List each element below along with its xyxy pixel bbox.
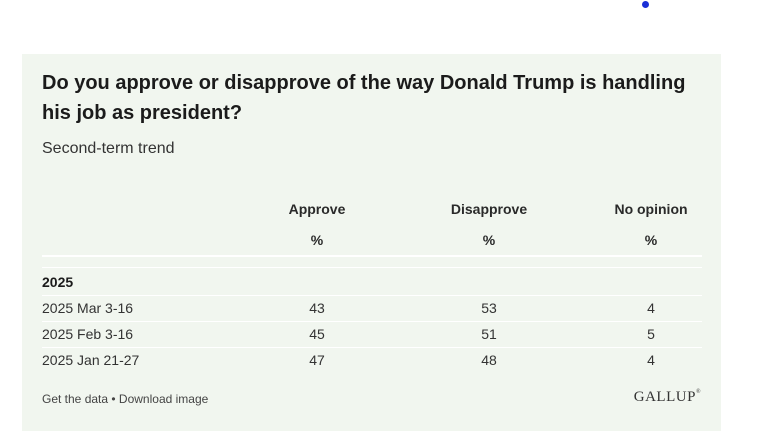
footer-links: Get the data • Download image [42,392,208,406]
header-divider [42,255,702,257]
table-cell-disapprove: 53 [481,300,497,316]
table-cell-approve: 43 [309,300,325,316]
table-cell-no-opinion: 5 [647,326,655,342]
column-header-no-opinion: No opinion [614,201,688,217]
row-divider [42,321,702,322]
registered-mark: ® [695,389,701,395]
table-row-label: 2025 Jan 21-27 [42,352,140,368]
poll-question-title: Do you approve or disapprove of the way … [42,72,686,124]
column-unit-disapprove: % [482,232,496,248]
table-cell-disapprove: 48 [481,352,497,368]
gallup-logo-text: GALLUP [633,389,696,405]
table-row-label: 2025 Feb 3-16 [42,326,134,342]
poll-card: Do you approve or disapprove of the way … [22,54,721,431]
table-row-label: 2025 Mar 3-16 [42,300,134,316]
header-divider-secondary [42,267,702,268]
table-cell-approve: 47 [309,352,325,368]
column-unit-no-opinion: % [644,232,658,248]
table-cell-no-opinion: 4 [647,300,655,316]
poll-subtitle: Second-term trend [42,140,175,157]
section-label-year: 2025 [42,274,74,290]
footer-separator: • [108,392,119,406]
blue-dot-marker [642,1,649,8]
column-unit-approve: % [310,232,324,248]
section-divider [42,295,702,296]
table-cell-approve: 45 [309,326,325,342]
column-header-approve: Approve [288,201,346,217]
download-image-link[interactable]: Download image [118,392,209,406]
row-divider [42,347,702,348]
table-cell-disapprove: 51 [481,326,497,342]
table-cell-no-opinion: 4 [647,352,655,368]
get-data-link[interactable]: Get the data [42,392,109,406]
gallup-logo: GALLUP® [634,389,701,406]
column-header-disapprove: Disapprove [450,201,528,217]
